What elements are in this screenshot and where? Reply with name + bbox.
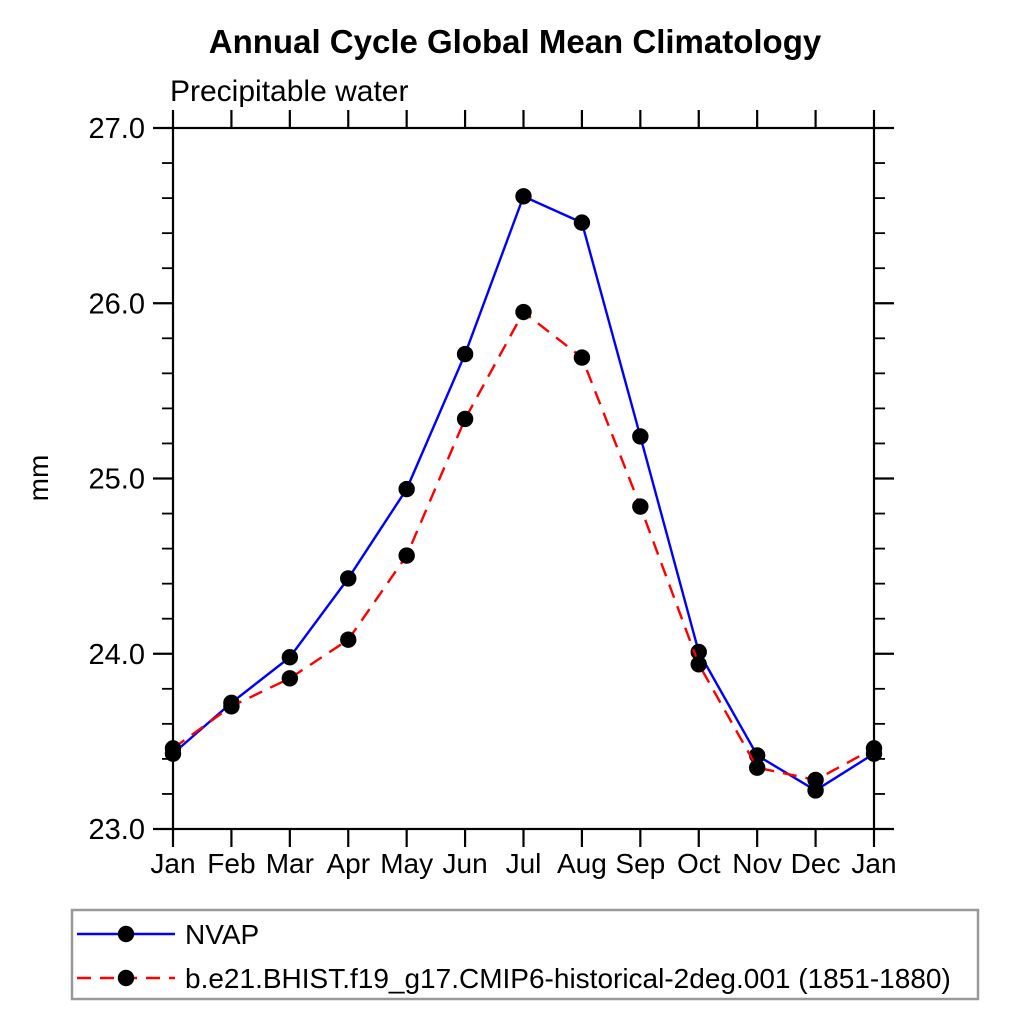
chart-subtitle: Precipitable water <box>170 75 408 108</box>
y-tick-label: 26.0 <box>89 288 145 320</box>
legend-border <box>70 908 980 1001</box>
plot-series <box>164 188 883 799</box>
data-point-marker <box>398 480 415 498</box>
legend-marker-1 <box>117 969 135 987</box>
data-point-marker <box>748 759 766 776</box>
data-point-marker <box>456 345 474 363</box>
chart-title: Annual Cycle Global Mean Climatology <box>209 23 822 60</box>
legend-entries <box>77 925 175 987</box>
data-point-marker <box>690 656 707 673</box>
x-tick-label: Apr <box>326 848 370 879</box>
data-point-marker <box>281 670 299 687</box>
data-point-marker <box>515 303 532 321</box>
x-tick-label: Dec <box>791 848 841 879</box>
data-point-marker <box>398 547 415 564</box>
plot-axes: Jan Feb Mar Apr May Jun Jul Aug Sep Oct Nov Dec Jan2… <box>89 110 897 879</box>
data-point-marker <box>573 214 591 231</box>
series-line-0 <box>172 194 875 792</box>
data-point-marker <box>164 740 182 757</box>
data-point-marker <box>515 188 532 205</box>
x-tick-label: Jan <box>851 848 896 879</box>
x-tick-label: Aug <box>557 848 607 879</box>
data-point-marker <box>223 698 240 715</box>
x-tick-label: Jun <box>443 848 488 879</box>
data-point-marker <box>573 349 591 366</box>
y-tick-label: 24.0 <box>89 639 145 671</box>
legend: NVAP b.e21.BHIST.f19_g17.CMIP6-historica… <box>70 908 980 1001</box>
data-point-marker <box>340 631 357 648</box>
x-tick-label: Jul <box>506 848 542 879</box>
legend-label-model: b.e21.BHIST.f19_g17.CMIP6-historical-2de… <box>185 963 951 994</box>
data-point-marker <box>281 649 299 666</box>
x-tick-label: Feb <box>207 848 255 879</box>
data-point-marker <box>340 570 357 587</box>
data-point-marker <box>456 410 474 428</box>
x-tick-label: Nov <box>732 848 782 879</box>
series-line-1 <box>172 310 875 782</box>
x-tick-label: Jan <box>150 848 195 879</box>
x-tick-label: Mar <box>266 848 314 879</box>
plot-frame <box>171 126 876 831</box>
y-axis-label: mm <box>23 455 54 502</box>
x-tick-label: Sep <box>615 848 665 879</box>
y-tick-label: 25.0 <box>89 464 145 496</box>
y-tick-label: 23.0 <box>89 814 145 846</box>
x-tick-label: Oct <box>677 848 721 879</box>
data-point-marker <box>865 740 883 757</box>
data-point-marker <box>807 771 824 789</box>
data-point-marker <box>632 428 649 445</box>
legend-marker-0 <box>117 925 135 943</box>
data-point-marker <box>632 498 649 515</box>
y-tick-label: 27.0 <box>89 113 145 145</box>
legend-label-nvap: NVAP <box>185 919 259 950</box>
x-tick-label: May <box>380 848 433 879</box>
